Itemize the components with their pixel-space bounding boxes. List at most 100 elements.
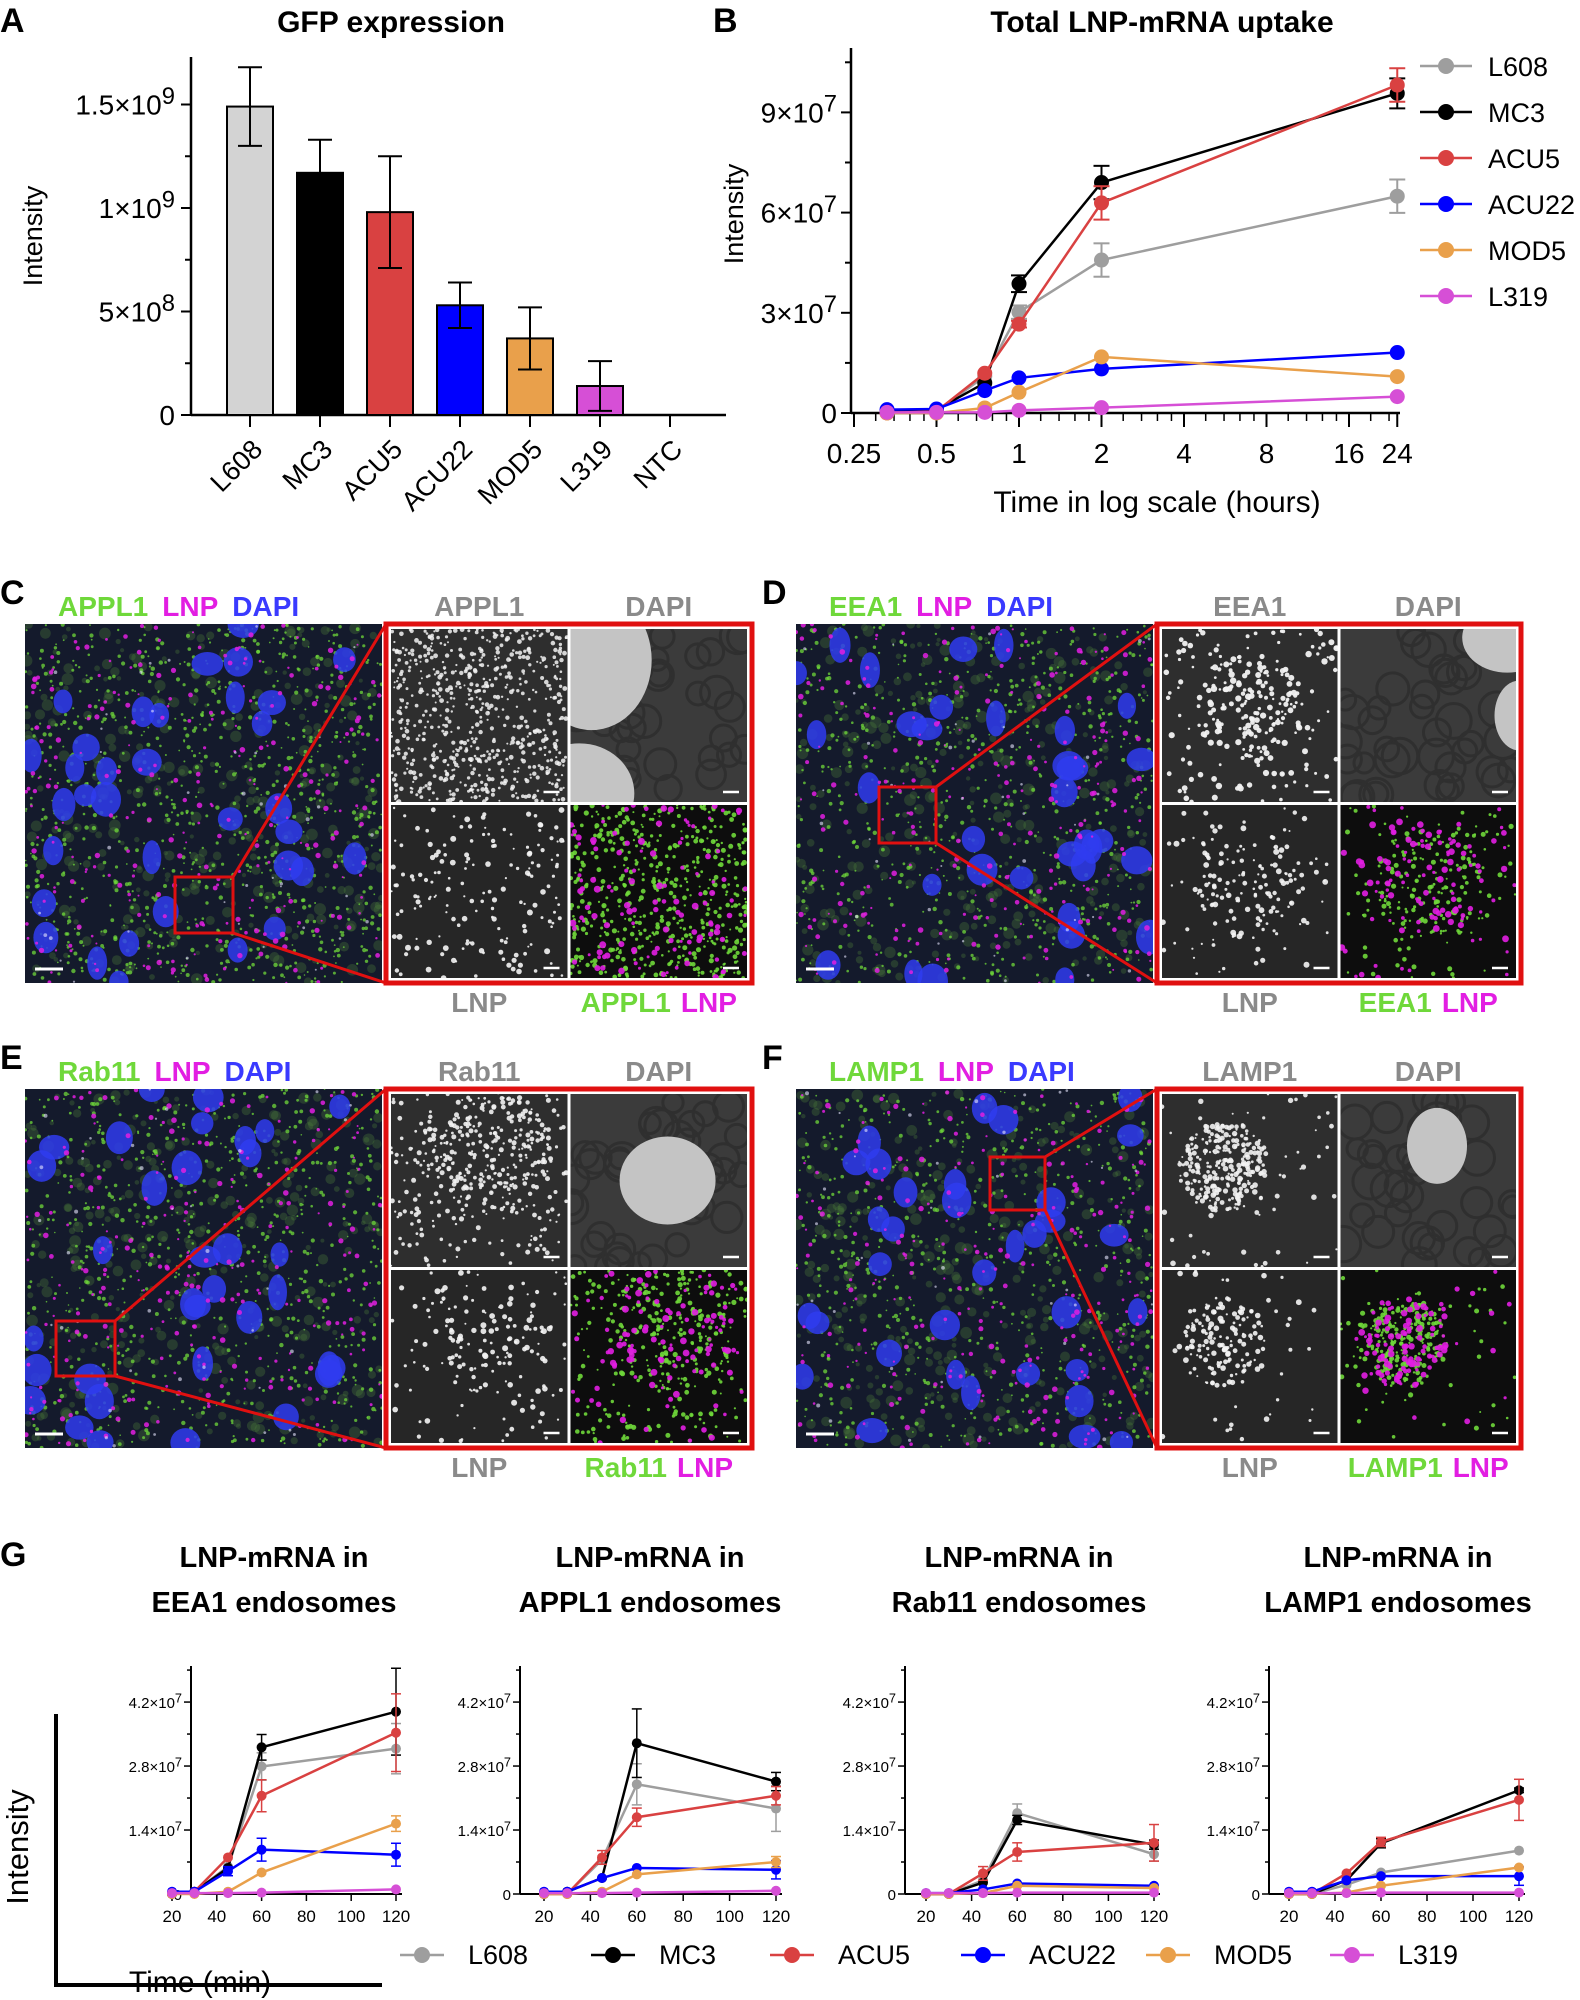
y-tick-label: 2.8×107 [1207, 1754, 1260, 1776]
x-tick-label: 20 [535, 1907, 554, 1926]
inset-label-dapi: DAPI [1395, 1056, 1462, 1087]
y-tick-label: 0 [888, 1887, 896, 1904]
panel-label-g: G [0, 1536, 26, 1574]
legend-item-l608: L608 [1420, 52, 1548, 82]
channel-label-dapi: DAPI [1008, 1056, 1075, 1087]
composite-image [25, 624, 382, 983]
x-tick-label: 80 [674, 1907, 693, 1926]
chart-title: LNP-mRNA in [924, 1542, 1113, 1574]
inset-marker-channel [1162, 1094, 1338, 1267]
y-tick-label: 2.8×107 [129, 1754, 182, 1776]
data-point [391, 1884, 401, 1895]
legend-label: L319 [1488, 282, 1548, 312]
y-tick-label: 9×107 [761, 91, 837, 129]
x-tick-label: 24 [1382, 438, 1413, 469]
x-tick-label: 60 [627, 1907, 646, 1926]
endosome-chart-4: LNP-mRNA in LAMP1 endosomes 0 1.4×107 2.8×10… [1207, 1542, 1534, 1926]
data-point [391, 1818, 401, 1829]
data-point [562, 1888, 573, 1899]
inset-lnp-channel [391, 805, 568, 978]
inset-dapi-channel [1340, 1094, 1516, 1267]
legend-label: ACU5 [838, 1940, 910, 1970]
data-point [1514, 1862, 1524, 1873]
y-tick-label: 6×107 [761, 191, 837, 229]
data-point [1012, 1846, 1023, 1857]
y-tick-label: 2.8×107 [843, 1754, 896, 1776]
x-axis-label: Time in log scale (hours) [993, 486, 1320, 519]
data-point [1011, 304, 1027, 320]
composite-image [25, 1089, 382, 1448]
legend-label: MC3 [659, 1940, 716, 1970]
x-tick-label: 80 [1053, 1907, 1072, 1926]
y-tick-label: 1.4×107 [458, 1818, 511, 1840]
series-line [172, 1888, 397, 1895]
inset-frame [383, 621, 755, 986]
zoom-region-box [988, 1155, 1047, 1212]
category-label: ACU22 [395, 434, 478, 517]
legend-label: MOD5 [1488, 236, 1566, 266]
x-tick-label: 20 [1280, 1907, 1299, 1926]
x-tick-label: 80 [297, 1907, 316, 1926]
x-tick-label: 16 [1333, 438, 1364, 469]
data-point [631, 1887, 642, 1898]
legend-marker [1438, 288, 1454, 304]
legend-item-acu22: ACU22 [961, 1940, 1116, 1970]
legend-item-mc3: MC3 [591, 1940, 716, 1970]
inset-label-lnp: LNP [451, 987, 507, 1018]
zoom-connector-line [1043, 1209, 1159, 1449]
legend-marker [1438, 150, 1454, 166]
merge-label-marker: EEA1 [1359, 987, 1432, 1018]
shared-x-axis-label: Time (min) [129, 1966, 271, 1999]
data-point [1376, 1887, 1386, 1898]
inset-label-lnp: LNP [1222, 1452, 1278, 1483]
data-point [597, 1888, 607, 1899]
y-tick-label: 2.8×107 [458, 1754, 511, 1776]
legend-label: L319 [1398, 1940, 1458, 1970]
channel-label-lnp: LNP [938, 1056, 994, 1087]
data-point [1011, 402, 1027, 418]
series-line [1289, 1798, 1520, 1896]
y-tick-label: 0 [503, 1887, 511, 1904]
legend-item-acu22: ACU22 [1420, 190, 1575, 220]
legend-marker [605, 1947, 621, 1963]
y-tick-label: 4.2×107 [1207, 1690, 1260, 1712]
chart-title: LNP-mRNA in [555, 1542, 744, 1574]
y-tick-label: 1.5×109 [75, 83, 175, 121]
nucleus [570, 743, 635, 802]
data-point [1149, 1837, 1159, 1848]
legend-label: ACU22 [1029, 1940, 1116, 1970]
legend-item-l319: L319 [1330, 1940, 1458, 1970]
legend-marker [1438, 58, 1454, 74]
panel-label-d: D [762, 574, 787, 612]
x-tick-label: 100 [1094, 1907, 1122, 1926]
chart-title: LNP-mRNA in [179, 1542, 368, 1574]
shared-y-axis-label: Intensity [0, 1789, 35, 1905]
inset-label-merge: APPL1 LNP [581, 987, 737, 1018]
series-line [171, 1710, 397, 1896]
data-point [977, 383, 993, 399]
y-tick-label: 0 [174, 1887, 182, 1904]
data-point [597, 1873, 607, 1884]
legend-item-acu5: ACU5 [770, 1940, 910, 1970]
legend-label: MC3 [1488, 98, 1545, 128]
inset-label-dapi: DAPI [625, 1056, 692, 1087]
panel-a-gfp-bar-chart: A GFP expression Intensity 0 5×108 1×109 1.5×1… [0, 2, 726, 517]
data-point [1011, 276, 1027, 292]
series-l319 [921, 1887, 1159, 1899]
chart-title: LAMP1 endosomes [1264, 1587, 1532, 1619]
panel-e-micrograph: E Rab11 LNP DAPI Rab11 DAPI LNP Rab11 LNP [0, 1039, 755, 1483]
data-point [978, 1868, 988, 1879]
series-line [171, 1731, 397, 1896]
x-tick-label: 8 [1259, 438, 1275, 469]
chart-title: GFP expression [277, 6, 505, 39]
x-tick-label: 60 [1008, 1907, 1027, 1926]
x-tick-label: 40 [207, 1907, 226, 1926]
data-point [256, 1742, 267, 1753]
series-line [887, 83, 1398, 415]
data-point [1307, 1888, 1317, 1899]
x-tick-label: 60 [1372, 1907, 1391, 1926]
inset-label-merge: Rab11 LNP [585, 1452, 734, 1483]
y-axis-label: Intensity [719, 163, 749, 264]
legend-label: L608 [1488, 52, 1548, 82]
nucleus [1407, 1107, 1468, 1184]
